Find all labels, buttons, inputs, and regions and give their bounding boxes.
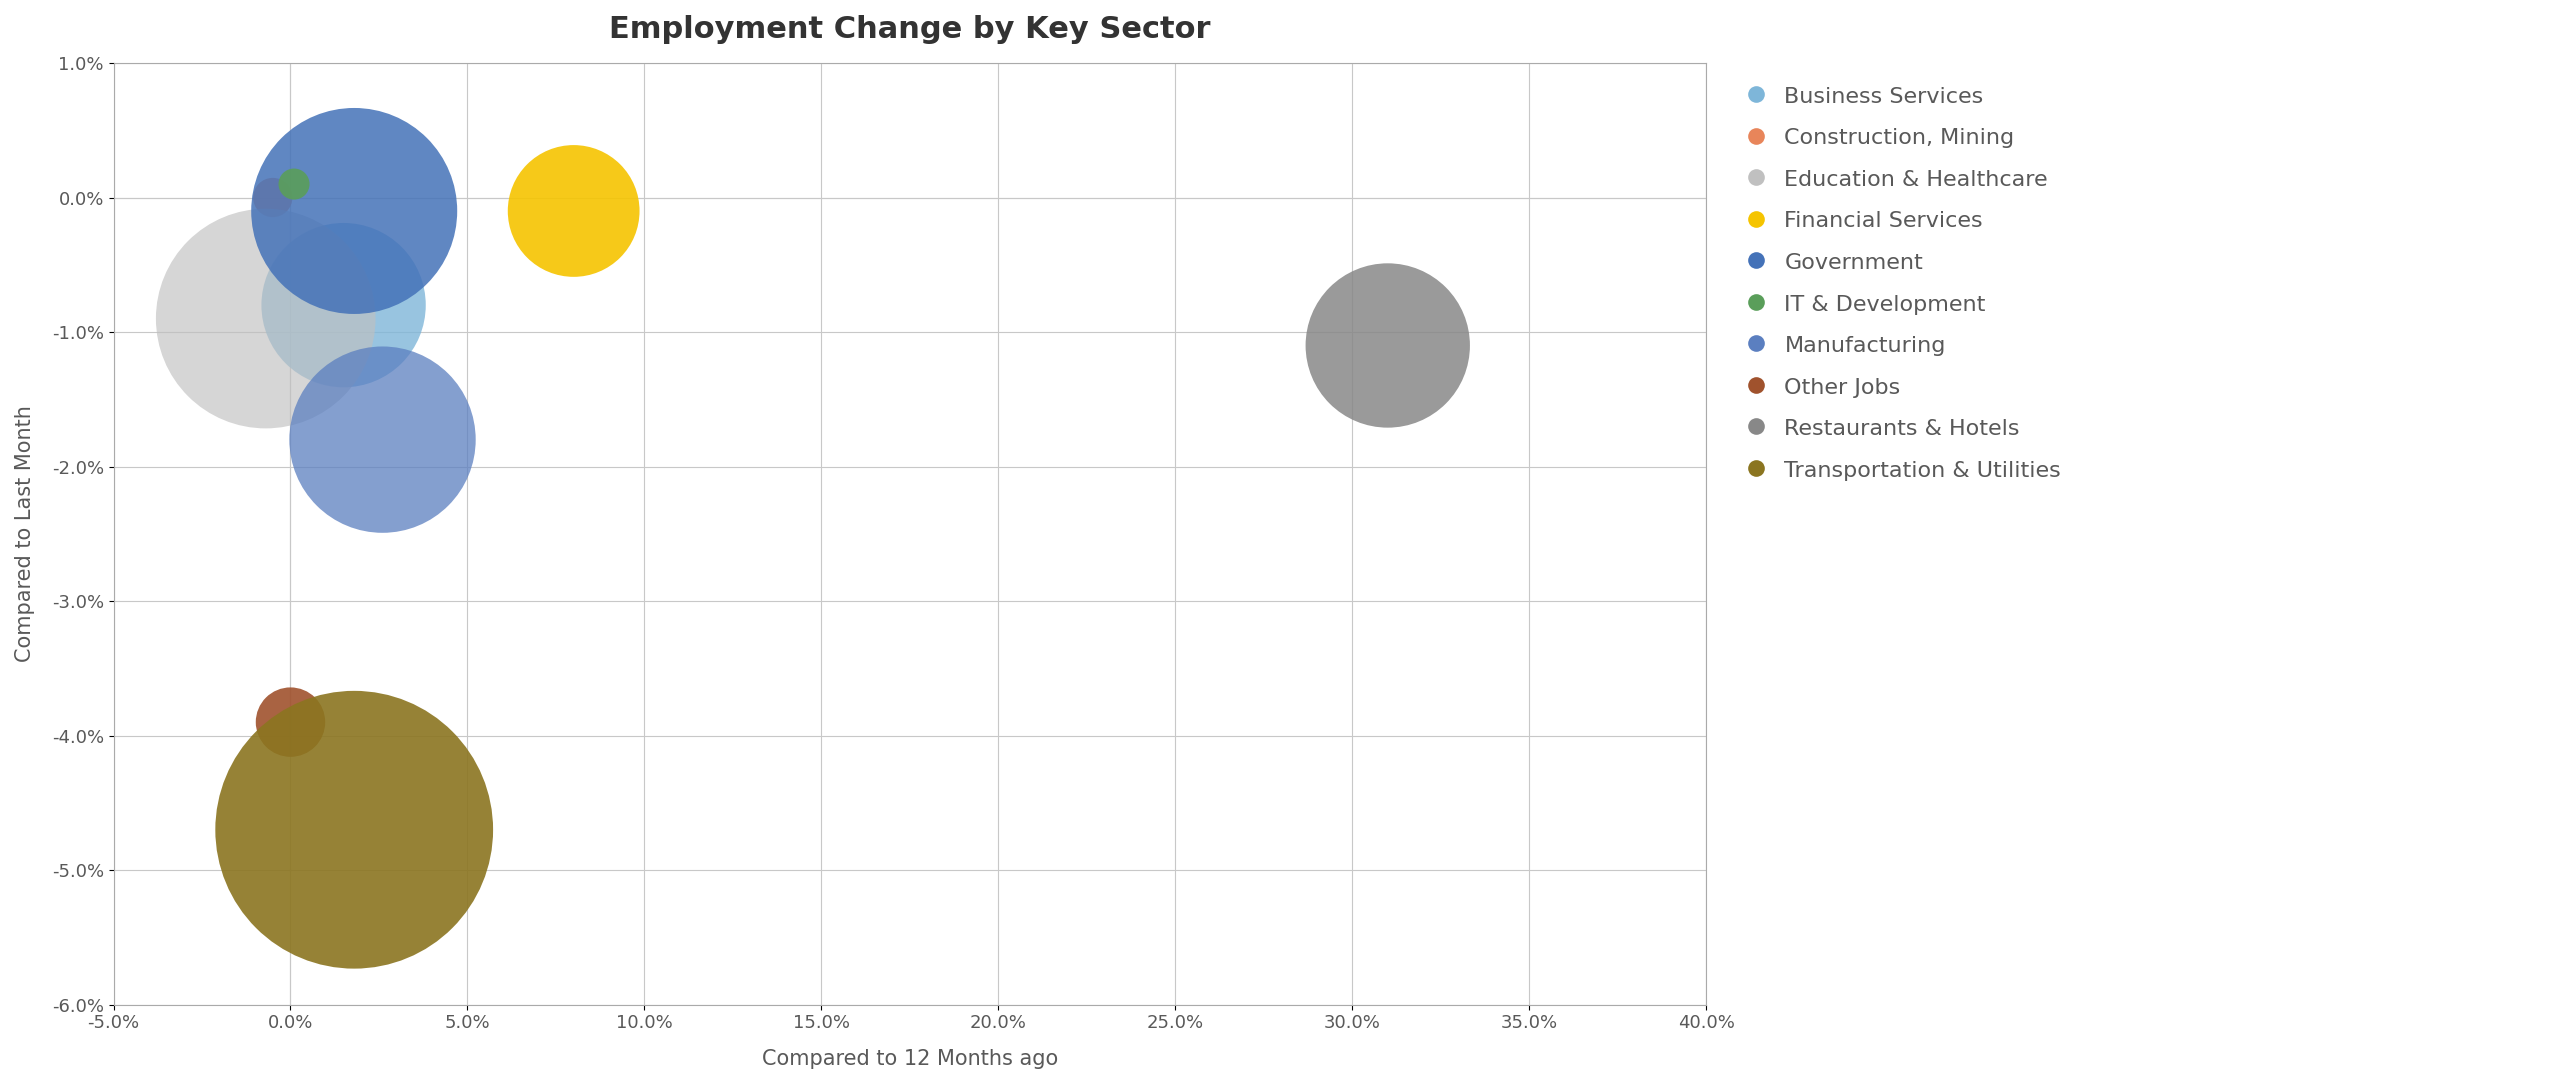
Point xyxy=(323,296,364,313)
Point xyxy=(1368,337,1409,354)
Point xyxy=(334,203,375,220)
Point xyxy=(334,821,375,838)
Point xyxy=(362,431,403,449)
Point xyxy=(251,189,293,206)
Legend: Business Services, Construction, Mining, Education & Healthcare, Financial Servi: Business Services, Construction, Mining,… xyxy=(1735,74,2073,492)
Point xyxy=(554,203,595,220)
Point xyxy=(246,310,287,327)
Title: Employment Change by Key Sector: Employment Change by Key Sector xyxy=(608,15,1211,44)
Point xyxy=(269,713,310,731)
Y-axis label: Compared to Last Month: Compared to Last Month xyxy=(15,405,36,662)
Point xyxy=(275,176,316,193)
X-axis label: Compared to 12 Months ago: Compared to 12 Months ago xyxy=(762,1049,1057,1069)
